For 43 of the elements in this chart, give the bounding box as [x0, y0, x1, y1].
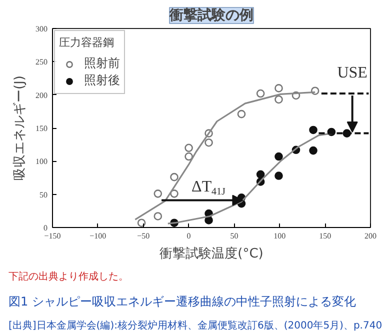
x-tick-label: 150 — [319, 232, 332, 240]
point — [309, 126, 318, 134]
point — [137, 218, 146, 227]
point — [184, 152, 193, 161]
text: 下記の出典より作成した。 — [8, 270, 128, 282]
x-tick-label: −100 — [90, 232, 106, 240]
annotation: USE — [337, 64, 368, 82]
x-tick-label: 100 — [274, 232, 286, 240]
y-tick-label: 150 — [36, 124, 48, 133]
point — [274, 84, 283, 92]
point — [154, 212, 162, 220]
y-axis-title: 吸収エネルギー(J) — [12, 76, 28, 180]
point — [184, 144, 193, 152]
y-tick-label: 250 — [36, 58, 48, 67]
legend-label: 照射後 — [84, 72, 120, 89]
point — [170, 190, 178, 198]
point — [309, 146, 318, 155]
x-axis-title: 衝撃試験温度(°C) — [160, 246, 264, 262]
y-tick-label: 0 — [44, 224, 48, 232]
x-tick-label: −150 — [44, 232, 61, 240]
y-tick-label: 100 — [36, 157, 48, 166]
caption: 図1 シャルピー吸収エネルギー遷移曲線の中性子照射による変化 — [8, 294, 356, 308]
y-tick-label: 300 — [36, 24, 48, 34]
point — [154, 190, 162, 198]
point — [204, 216, 213, 224]
point — [170, 172, 178, 182]
x-tick-label: 50 — [230, 232, 238, 240]
point — [274, 152, 283, 161]
y-tick-label: 200 — [36, 90, 48, 100]
point — [274, 95, 283, 104]
y-tick-label: 50 — [40, 190, 48, 200]
point — [256, 170, 265, 179]
point — [237, 110, 246, 118]
x-tick-label: 0 — [186, 232, 191, 240]
legend-title: 圧力容器鋼 — [59, 35, 115, 50]
point — [274, 172, 283, 180]
x-tick-label: −50 — [137, 232, 150, 240]
chart-title: 衝撃試験の例 — [168, 6, 254, 24]
point — [256, 89, 265, 98]
legend-label: 照射前 — [84, 55, 120, 72]
point — [204, 138, 213, 147]
x-tick-label: 200 — [364, 232, 376, 240]
text: [出典]日本金属学会(編):核分裂炉用材料、金属便覧改訂6版、(2000年5月)、p.740 — [8, 320, 382, 332]
